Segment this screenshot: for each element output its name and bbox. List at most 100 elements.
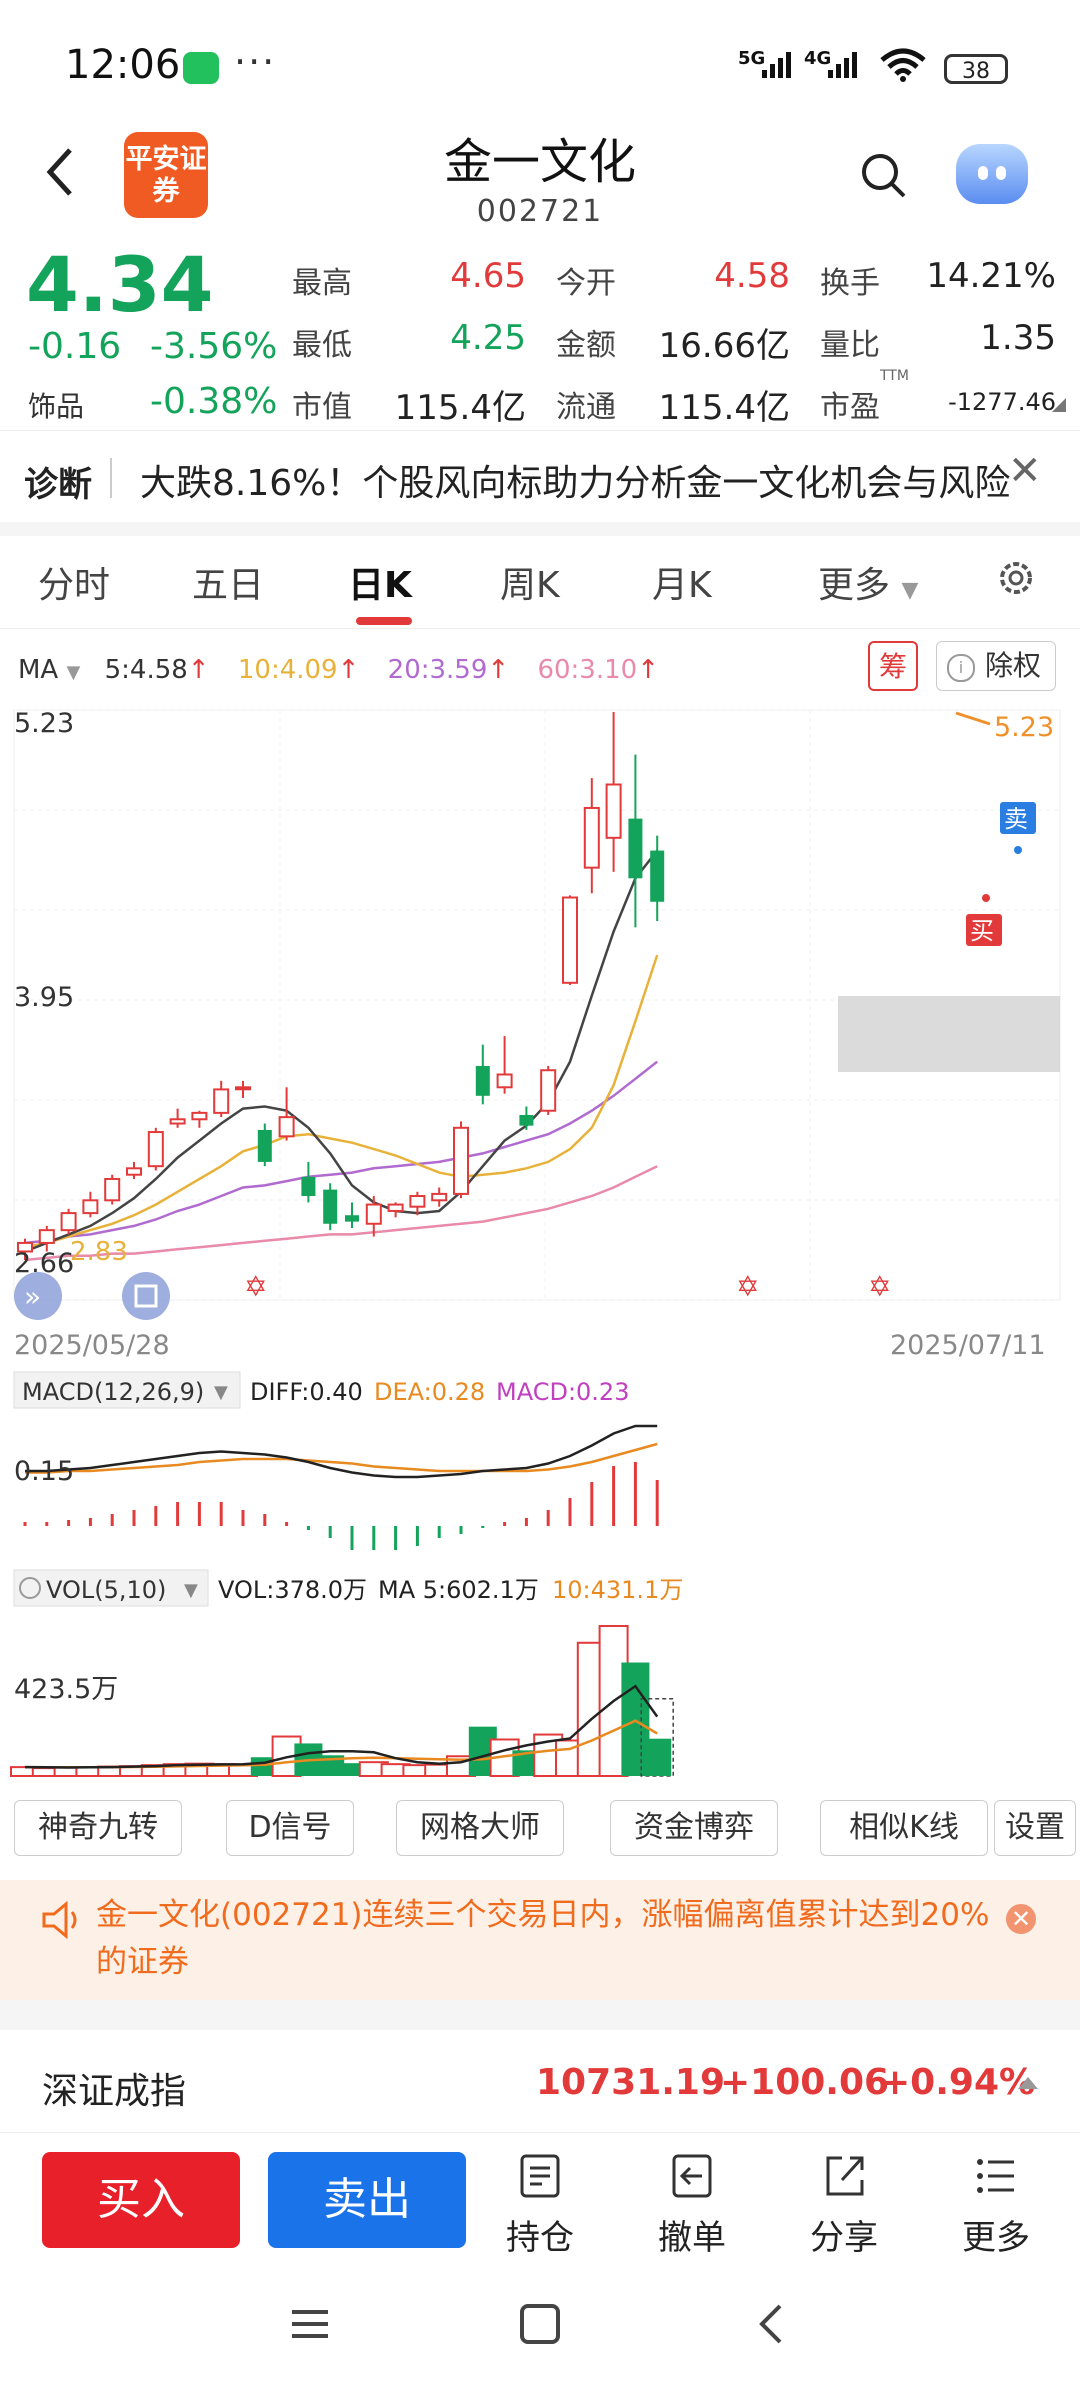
cancel-order-label: 撤单 xyxy=(658,2218,726,2258)
candle-body-up xyxy=(540,1069,557,1112)
fullscreen-toggle-button[interactable] xyxy=(122,1272,170,1320)
indicator-d-signal[interactable]: D信号 xyxy=(226,1800,354,1856)
info-icon: i xyxy=(947,654,975,682)
sell-signal-dot xyxy=(1014,846,1022,854)
volume-panel xyxy=(10,1625,674,1778)
ma60-value: 60:3.10 xyxy=(537,655,638,685)
kline-chart[interactable]: 5.23 2.83 卖 买 ✡ ✡ ✡ » 5.23 3.95 2.66 202… xyxy=(0,700,1080,1790)
field-label: 市值 xyxy=(292,390,352,425)
back-button[interactable] xyxy=(40,142,90,212)
chart-settings-button[interactable] xyxy=(994,556,1038,600)
ma5-value: 5:4.58 xyxy=(104,655,188,685)
candle-body-up xyxy=(82,1199,99,1215)
indicator-similar-k[interactable]: 相似K线 xyxy=(820,1800,988,1856)
tab-weekly-k[interactable]: 周K xyxy=(500,565,560,606)
broker-logo[interactable]: 平安证券 xyxy=(124,132,208,218)
battery-indicator: 38 xyxy=(944,54,1008,84)
sell-button[interactable]: 卖出 xyxy=(268,2152,466,2248)
field-label: 量比 xyxy=(820,328,880,363)
tab-intraday[interactable]: 分时 xyxy=(38,565,111,606)
current-price: 4.34 xyxy=(26,240,214,329)
clock: 12:06 xyxy=(65,42,181,88)
search-icon xyxy=(862,154,906,198)
share-icon xyxy=(826,2156,864,2196)
caret-down-icon: ▼ xyxy=(66,662,81,683)
more-notifications-icon: ··· xyxy=(234,40,277,84)
index-change: +100.06 xyxy=(720,2062,890,2103)
bottom-toolbar xyxy=(0,2132,1080,2263)
sector-name[interactable]: 饰品 xyxy=(28,390,85,423)
menu-nav-button[interactable] xyxy=(288,2302,332,2346)
buy-button[interactable]: 买入 xyxy=(42,2152,240,2248)
diagnosis-text[interactable]: 大跌8.16%！个股风向标助力分析金一文化机会与风险 xyxy=(140,463,1011,504)
arrow-up-icon: ↑ xyxy=(487,655,510,685)
buy-signal-dot xyxy=(982,894,990,902)
more-button[interactable]: 更多 xyxy=(936,2152,1056,2259)
candle-body-up xyxy=(126,1167,142,1176)
diagnosis-banner[interactable] xyxy=(0,430,1080,523)
close-icon[interactable]: ✕ xyxy=(1008,448,1042,494)
search-button[interactable] xyxy=(858,150,908,200)
positions-label: 持仓 xyxy=(506,2218,574,2258)
home-nav-button[interactable] xyxy=(518,2302,562,2346)
candle-body-up xyxy=(235,1086,251,1091)
tab-monthly-k[interactable]: 月K xyxy=(652,565,712,606)
system-nav-bar xyxy=(0,2262,1080,2400)
macd-selector[interactable] xyxy=(13,1371,241,1409)
share-button[interactable]: 分享 xyxy=(784,2152,904,2259)
cancel-order-button[interactable]: 撤单 xyxy=(632,2152,752,2259)
buy-signal-badge[interactable] xyxy=(966,914,1002,946)
buy-signal-label: 买 xyxy=(970,917,994,945)
star-marker-icon: ✡ xyxy=(736,1270,759,1303)
expand-up-icon[interactable] xyxy=(1018,2077,1038,2089)
macd-dea-line xyxy=(25,1442,658,1474)
y-axis-bottom-label: 2.66 xyxy=(14,1248,74,1279)
field-value: 4.58 xyxy=(714,256,790,296)
indicator-settings[interactable]: 设置 xyxy=(994,1800,1076,1856)
tab-more[interactable]: 更多 ▼ xyxy=(818,556,918,608)
divider xyxy=(0,522,1080,536)
macd-diff-line xyxy=(25,1424,658,1479)
macd-diff: DIFF:0.40 xyxy=(250,1378,363,1406)
tab-five-day[interactable]: 五日 xyxy=(192,565,265,606)
back-nav-button[interactable] xyxy=(750,2302,794,2346)
vol-ma5: MA 5:602.1万 xyxy=(378,1576,539,1604)
candle-body-up xyxy=(562,896,578,984)
candle-body-up xyxy=(453,1126,469,1195)
ex-rights-button[interactable]: i 除权 xyxy=(936,641,1056,691)
fast-forward-button[interactable] xyxy=(14,1272,62,1320)
indicator-grid-master[interactable]: 网格大师 xyxy=(396,1800,564,1856)
price-change-pct: -3.56% xyxy=(150,326,278,367)
ma-lines xyxy=(24,849,659,1262)
abnormal-fluctuation-alert[interactable] xyxy=(0,1880,1080,2000)
undo-icon xyxy=(672,2154,712,2198)
close-icon[interactable]: ✕ xyxy=(1006,1904,1036,1934)
indicator-magic-nine[interactable]: 神奇九转 xyxy=(14,1800,182,1856)
candle-body-up xyxy=(38,1229,55,1244)
positions-button[interactable]: 持仓 xyxy=(480,2152,600,2259)
sector-change-pct: -0.38% xyxy=(150,381,278,422)
menu-list-icon xyxy=(977,2159,1014,2193)
volume-ma5-line xyxy=(24,1684,659,1769)
ai-assistant-button[interactable] xyxy=(956,144,1028,204)
index-name: 深证成指 xyxy=(42,2071,187,2112)
expand-corner-icon[interactable] xyxy=(1052,398,1066,412)
tab-daily-k[interactable]: 日K xyxy=(348,565,412,606)
macd-dea: DEA:0.28 xyxy=(374,1378,485,1406)
macd-label: MACD(12,26,9) xyxy=(22,1378,204,1406)
candle-body-up xyxy=(583,806,600,869)
field-label: 金额 xyxy=(556,328,616,363)
field-value: 4.65 xyxy=(450,256,526,296)
low-price-label: 2.83 xyxy=(70,1237,128,1267)
ma-legend[interactable]: MA ▼ 5:4.58↑ 10:4.09↑ 20:3.59↑ 60:3.10↑ xyxy=(18,655,659,685)
stock-name: 金一文化 xyxy=(443,134,636,190)
sell-signal-badge[interactable] xyxy=(1000,802,1036,834)
indicator-fund-game[interactable]: 资金博弈 xyxy=(610,1800,778,1856)
chip-distribution-button[interactable]: 筹 xyxy=(868,641,918,691)
wechat-notification-icon xyxy=(183,52,219,84)
field-value: 14.21% xyxy=(926,256,1056,296)
pe-ttm-suffix: TTM xyxy=(880,368,909,384)
candle-body-down xyxy=(628,818,643,879)
vol-selector[interactable] xyxy=(13,1569,209,1607)
speaker-icon xyxy=(38,1900,82,1944)
